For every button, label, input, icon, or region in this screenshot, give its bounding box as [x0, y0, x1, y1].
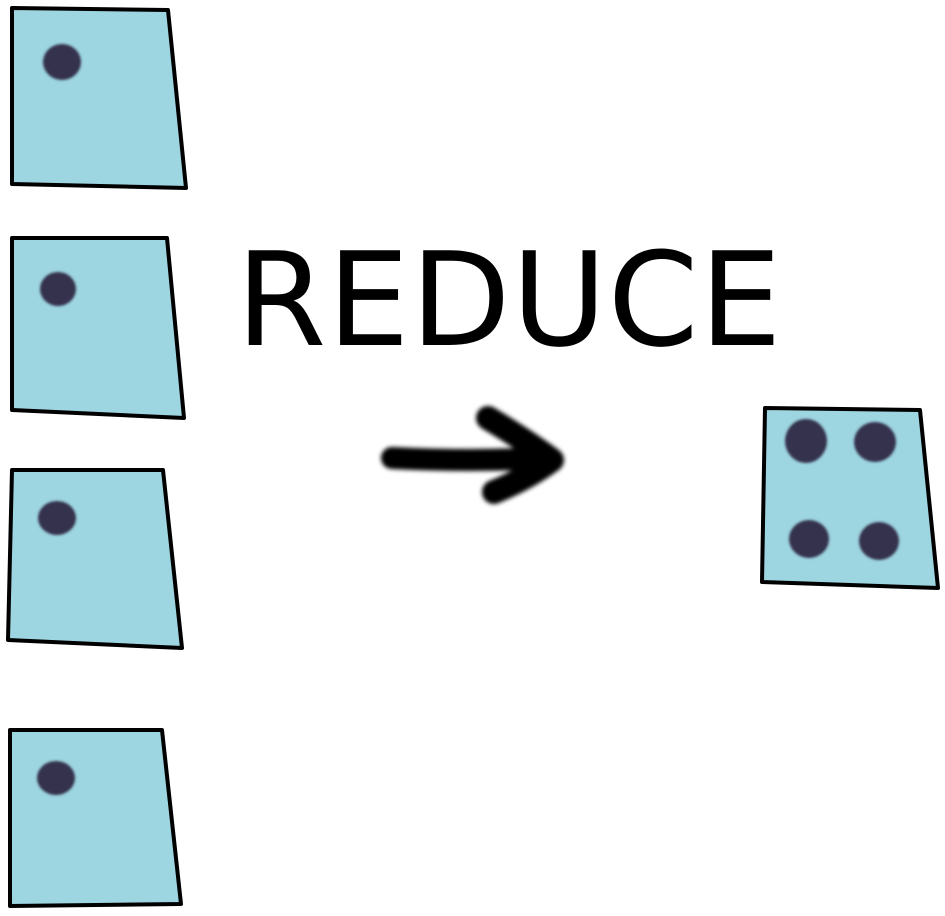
input-card-4 — [8, 728, 183, 908]
input-card-1-shape — [10, 6, 188, 190]
right-arrow-icon — [381, 406, 564, 504]
input-card-2-dot — [40, 272, 76, 306]
output-card-dot-2 — [854, 422, 896, 462]
input-card-4-shape — [8, 728, 183, 908]
input-card-1-dot — [43, 44, 81, 80]
output-card-dot-1 — [785, 419, 827, 463]
arrow-shaft — [381, 447, 559, 471]
reduce-label: REDUCE — [236, 224, 783, 376]
input-card-2-shape — [10, 236, 186, 420]
input-card-4-dot — [37, 761, 75, 795]
input-card-1 — [10, 6, 188, 190]
arrow-head — [476, 406, 564, 504]
input-card-2 — [10, 236, 186, 420]
output-card-dot-4 — [859, 522, 899, 560]
input-card-3-shape — [6, 468, 184, 650]
input-card-3 — [6, 468, 184, 650]
output-card — [760, 406, 940, 590]
input-card-3-dot — [38, 501, 76, 535]
output-card-dot-3 — [789, 520, 829, 558]
